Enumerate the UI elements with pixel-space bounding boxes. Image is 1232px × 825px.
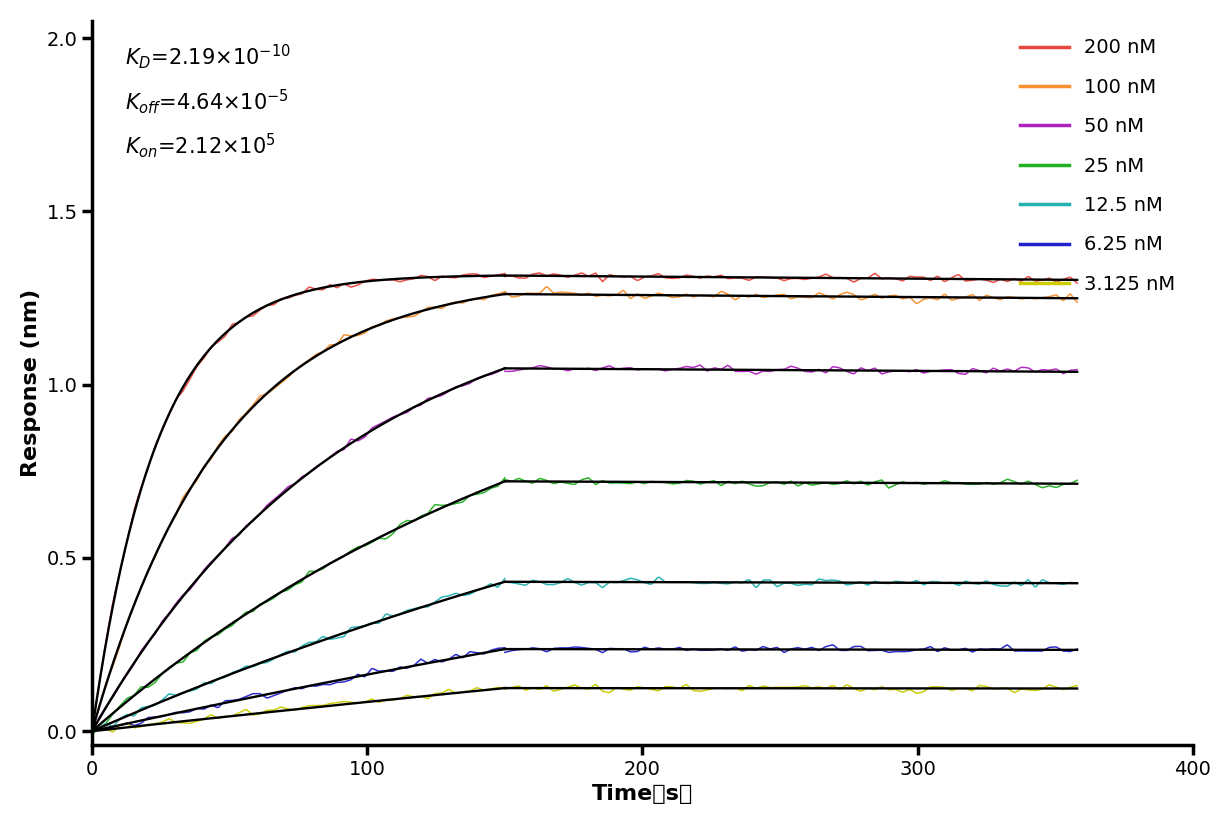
X-axis label: Time（s）: Time（s） xyxy=(591,785,694,804)
Legend: 200 nM, 100 nM, 50 nM, 25 nM, 12.5 nM, 6.25 nM, 3.125 nM: 200 nM, 100 nM, 50 nM, 25 nM, 12.5 nM, 6… xyxy=(1013,31,1183,302)
Y-axis label: Response (nm): Response (nm) xyxy=(21,289,41,477)
Text: $K_D$=2.19×10$^{-10}$
$K_{off}$=4.64×10$^{-5}$
$K_{on}$=2.12×10$^{5}$: $K_D$=2.19×10$^{-10}$ $K_{off}$=4.64×10$… xyxy=(126,43,291,160)
